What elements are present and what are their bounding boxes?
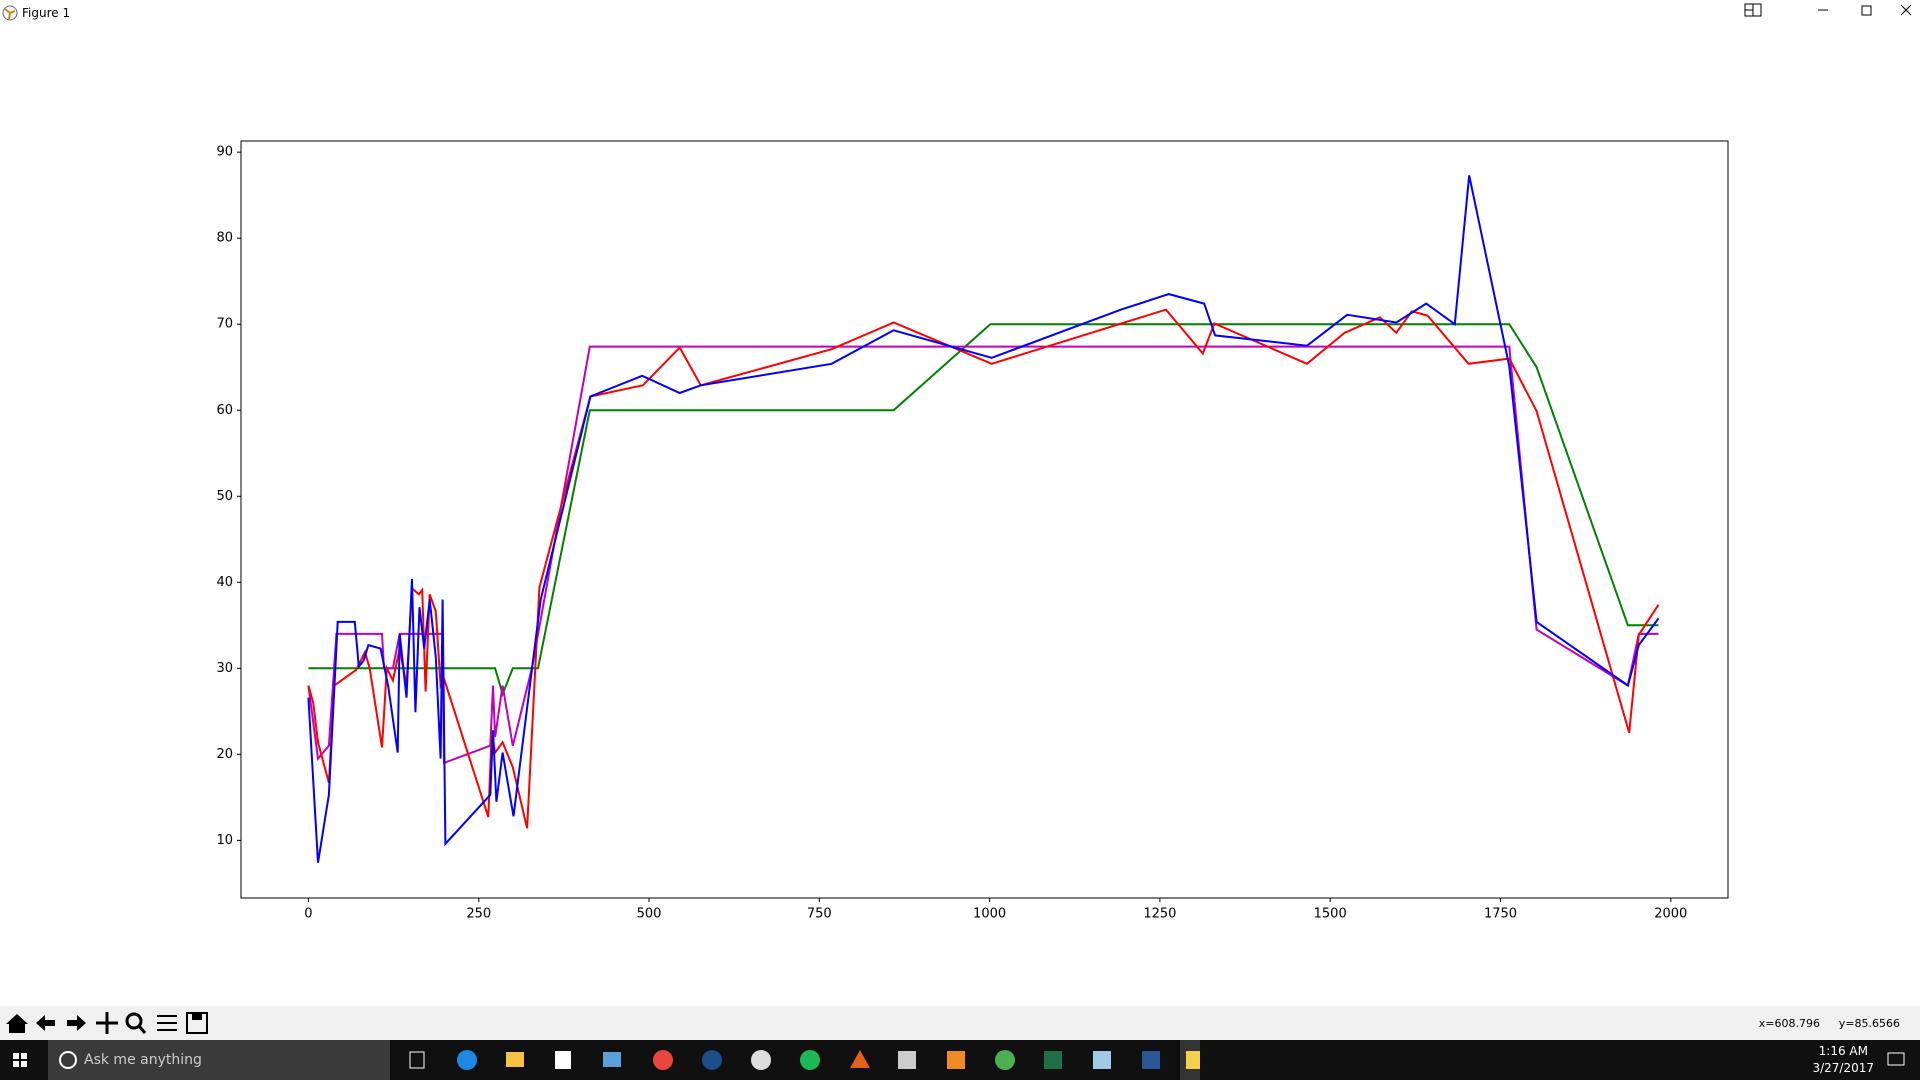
x-tick-label: 1250: [1143, 907, 1176, 922]
y-tick-label: 10: [216, 833, 233, 848]
start-button[interactable]: [0, 1040, 40, 1080]
x-tick-label: 0: [304, 907, 312, 922]
x-tick-label: 1500: [1314, 907, 1347, 922]
series-line: [307, 175, 1660, 863]
x-tick-label: 1000: [973, 907, 1006, 922]
clock-date: 3/27/2017: [1812, 1061, 1874, 1075]
status-y: y=85.6566: [1838, 1017, 1900, 1030]
y-tick-label: 50: [216, 489, 233, 504]
window-controls[interactable]: [1720, 0, 1920, 27]
toolbar: x=608.796 y=85.6566: [0, 1006, 1920, 1040]
toolbar-buttons[interactable]: [0, 1006, 220, 1040]
y-tick-label: 20: [216, 747, 233, 762]
x-tick-label: 750: [807, 907, 832, 922]
status-x: x=608.796: [1758, 1017, 1820, 1030]
y-tick-label: 40: [216, 575, 233, 590]
figure: 10 20 30 40 50 60 70 80 90 0 250 500 750 1000 1250 1500…: [216, 140, 1729, 922]
series-line: [307, 308, 1660, 829]
taskbar-apps[interactable]: [400, 1040, 1200, 1080]
y-tick-label: 30: [216, 661, 233, 676]
x-tick-label: 1750: [1484, 907, 1517, 922]
search-box[interactable]: Ask me anything: [48, 1040, 390, 1080]
clock-time: 1:16 AM: [1818, 1044, 1868, 1058]
axes-frame: [240, 140, 1729, 899]
notifications[interactable]: [1886, 1050, 1906, 1070]
title-bar: Figure 1: [0, 0, 1920, 27]
x-tick-label: 250: [466, 907, 491, 922]
window-title: Figure 1: [22, 6, 71, 20]
y-tick-label: 80: [216, 231, 233, 246]
y-tick-label: 60: [216, 403, 233, 418]
taskbar: Ask me anything 1:16 AM 3/27/2017: [0, 1040, 1920, 1080]
x-tick-label: 500: [637, 907, 662, 922]
y-tick-label: 70: [216, 317, 233, 332]
x-tick-label: 2000: [1654, 907, 1687, 922]
search-text: Ask me anything: [84, 1052, 202, 1068]
series-line: [308, 323, 1659, 698]
app-icon: [2, 5, 18, 21]
y-tick-label: 90: [216, 145, 233, 160]
series-line: [307, 345, 1659, 765]
